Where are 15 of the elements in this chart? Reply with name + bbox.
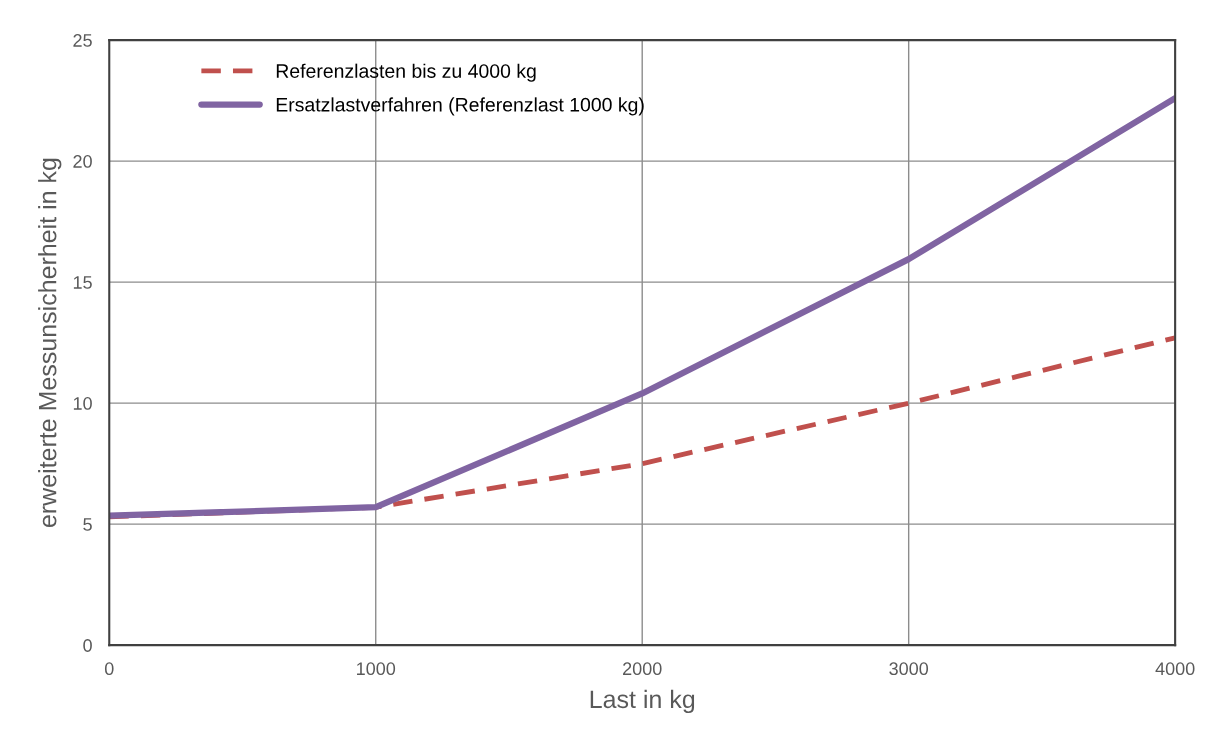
legend-label: Referenzlasten bis zu 4000 kg — [276, 63, 536, 82]
x-tick-label: 1000 — [357, 662, 396, 676]
legend-label: Ersatzlastverfahren (Referenzlast 1000 kg) — [276, 97, 644, 116]
x-tick-label: 2000 — [623, 662, 662, 676]
y-tick-label: 20 — [73, 155, 92, 168]
x-tick-label: 0 — [104, 662, 114, 676]
y-tick-label: 5 — [83, 518, 92, 531]
x-tick-label: 3000 — [889, 662, 929, 676]
y-axis-title: erweiterte Messunsicherheit in kg — [38, 158, 62, 528]
x-tick-label: 4000 — [1155, 662, 1195, 676]
y-tick-label: 0 — [83, 639, 92, 652]
x-axis-title: Last in kg — [590, 689, 695, 714]
y-tick-label: 15 — [73, 276, 92, 289]
y-tick-label: 10 — [73, 397, 92, 410]
y-tick-label: 25 — [73, 34, 92, 47]
